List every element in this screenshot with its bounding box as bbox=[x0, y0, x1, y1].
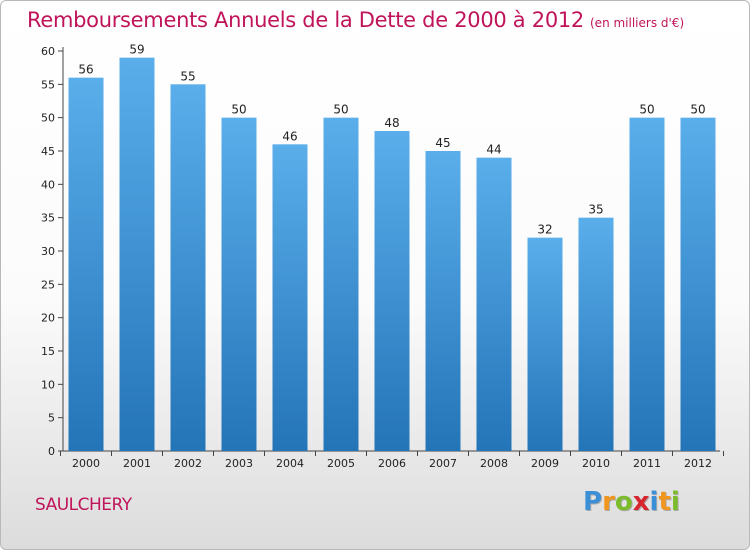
bar bbox=[578, 217, 614, 451]
data-label: 50 bbox=[690, 103, 705, 117]
x-tick-label: 2008 bbox=[480, 457, 508, 470]
x-tick-label: 2012 bbox=[684, 457, 712, 470]
bar bbox=[272, 144, 308, 452]
brand-logo-letter: t bbox=[658, 487, 671, 517]
x-tick-label: 2002 bbox=[174, 457, 202, 470]
data-label: 32 bbox=[537, 223, 552, 237]
data-label: 50 bbox=[231, 103, 246, 117]
x-tick-label: 2000 bbox=[72, 457, 100, 470]
x-tick-label: 2009 bbox=[531, 457, 559, 470]
y-tick-label: 55 bbox=[41, 78, 55, 91]
y-axis: 0 5 10 15 20 25 30 35 40 45 50 55 60 bbox=[41, 45, 64, 458]
data-label: 48 bbox=[384, 116, 399, 130]
bar bbox=[119, 57, 155, 452]
x-tick-label: 2003 bbox=[225, 457, 253, 470]
y-tick-label: 35 bbox=[41, 212, 55, 225]
chart-title-text: Remboursements Annuels de la Dette de 20… bbox=[27, 8, 584, 32]
data-label: 50 bbox=[639, 103, 654, 117]
brand-logo-letter: r bbox=[602, 487, 615, 517]
data-label: 35 bbox=[588, 203, 603, 217]
y-tick-label: 60 bbox=[41, 45, 55, 58]
data-label: 44 bbox=[486, 143, 501, 157]
data-labels: 56 59 55 50 46 50 48 45 44 32 35 50 50 bbox=[78, 43, 705, 237]
x-tick-label: 2011 bbox=[633, 457, 661, 470]
data-label: 50 bbox=[333, 103, 348, 117]
data-label: 55 bbox=[180, 69, 195, 83]
bar bbox=[221, 117, 257, 452]
bar bbox=[476, 157, 512, 451]
y-tick-label: 30 bbox=[41, 245, 55, 258]
x-tick-label: 2004 bbox=[276, 457, 304, 470]
y-tick-label: 25 bbox=[41, 278, 55, 291]
bar bbox=[680, 117, 716, 452]
data-label: 59 bbox=[129, 43, 144, 57]
y-tick-label: 15 bbox=[41, 345, 55, 358]
y-tick-label: 10 bbox=[41, 378, 55, 391]
commune-name: SAULCHERY bbox=[35, 495, 132, 515]
bars bbox=[68, 57, 716, 452]
x-axis: 2000 2001 2002 2003 2004 2005 2006 2007 2008 2009… bbox=[60, 450, 724, 470]
bar bbox=[527, 237, 563, 451]
x-tick-label: 2001 bbox=[123, 457, 151, 470]
y-tick-label: 50 bbox=[41, 112, 55, 125]
y-tick-label: 20 bbox=[41, 312, 55, 325]
bar bbox=[170, 84, 206, 451]
brand-logo-letter: P bbox=[583, 487, 603, 517]
chart-title: Remboursements Annuels de la Dette de 20… bbox=[27, 8, 684, 32]
data-label: 45 bbox=[435, 136, 450, 150]
bar bbox=[374, 131, 410, 451]
brand-logo-letter: i bbox=[649, 487, 659, 517]
x-tick-label: 2006 bbox=[378, 457, 406, 470]
data-label: 46 bbox=[282, 129, 297, 143]
y-tick-label: 5 bbox=[48, 412, 55, 425]
x-tick-label: 2010 bbox=[582, 457, 610, 470]
brand-logo: Proxiti bbox=[583, 487, 680, 517]
y-tick-label: 40 bbox=[41, 178, 55, 191]
brand-logo-letter: o bbox=[614, 487, 633, 517]
chart-unit-label: (en milliers d'€) bbox=[590, 16, 685, 30]
bar bbox=[68, 77, 104, 452]
bar bbox=[629, 117, 665, 452]
data-label: 56 bbox=[78, 63, 93, 77]
x-tick-label: 2005 bbox=[327, 457, 355, 470]
y-tick-label: 45 bbox=[41, 145, 55, 158]
brand-logo-letter: i bbox=[670, 487, 680, 517]
y-tick-label: 0 bbox=[48, 445, 55, 458]
bar bbox=[323, 117, 359, 452]
bar bbox=[425, 151, 461, 451]
brand-logo-letter: x bbox=[632, 487, 650, 517]
x-tick-label: 2007 bbox=[429, 457, 457, 470]
